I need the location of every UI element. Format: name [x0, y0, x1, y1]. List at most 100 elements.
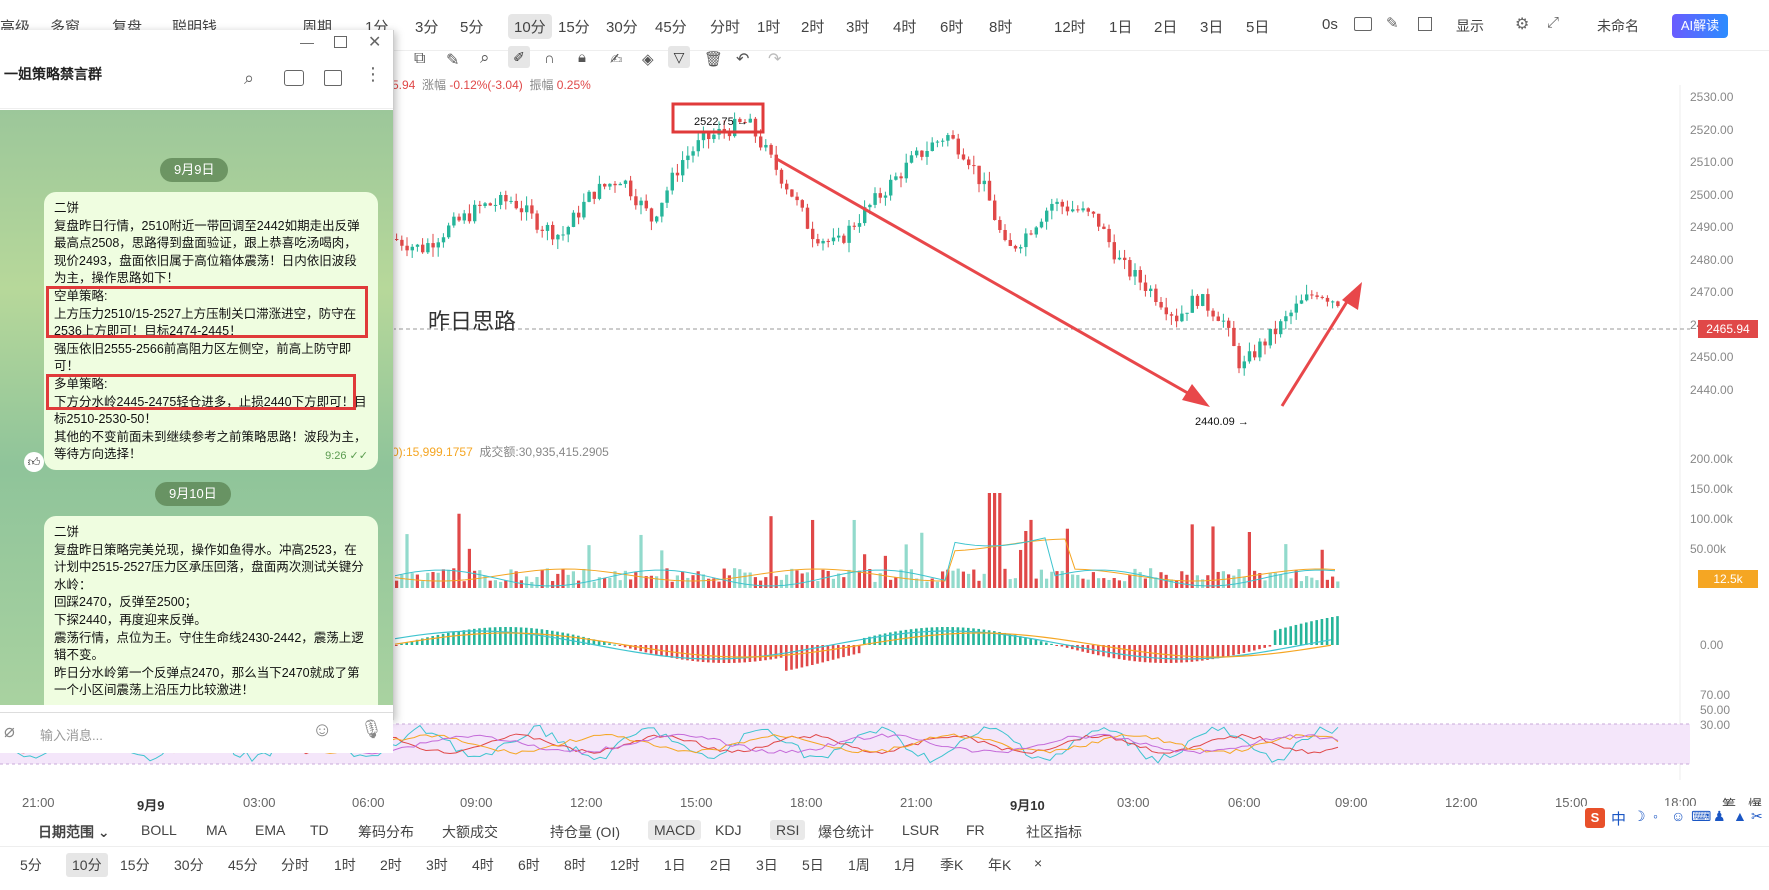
- period-11[interactable]: 8时: [564, 857, 586, 873]
- indicator-13[interactable]: 社区指标: [1026, 824, 1082, 840]
- chat-more-icon[interactable]: ⋮: [364, 64, 382, 84]
- indicator-7[interactable]: MACD: [648, 820, 702, 840]
- indicator-9[interactable]: RSI: [770, 820, 806, 840]
- indicator-2[interactable]: EMA: [255, 822, 286, 838]
- attach-icon[interactable]: ⌀: [4, 721, 15, 741]
- period-12[interactable]: 12时: [610, 857, 640, 873]
- period-7[interactable]: 2时: [380, 857, 402, 873]
- interval-17[interactable]: 3日: [1200, 19, 1224, 36]
- period-2[interactable]: 15分: [120, 857, 150, 873]
- brush-icon[interactable]: ✐: [508, 46, 530, 68]
- microphone-icon[interactable]: 🎙︎: [360, 719, 383, 739]
- interval-14[interactable]: 12时: [1054, 19, 1086, 36]
- edit-icon[interactable]: ✍: [610, 51, 623, 68]
- redo-icon[interactable]: ↷: [768, 51, 782, 68]
- pencil-icon[interactable]: ✎: [446, 52, 460, 69]
- chat-title[interactable]: 一姐策略禁言群: [4, 66, 102, 82]
- fullscreen-icon[interactable]: ⤢: [1547, 14, 1560, 31]
- copy-icon[interactable]: ⧉: [414, 50, 426, 67]
- indicator-10[interactable]: 爆仓统计: [818, 824, 874, 840]
- chart-annotation[interactable]: 昨日思路: [428, 309, 517, 334]
- ime-emoji-icon[interactable]: ☺: [1671, 808, 1686, 824]
- display-button[interactable]: 显示: [1456, 18, 1484, 34]
- indicator-1[interactable]: MA: [206, 822, 227, 838]
- zoom-icon[interactable]: ⌕: [480, 48, 490, 67]
- trash-icon[interactable]: 🗑︎: [704, 51, 724, 68]
- ime-skin-icon[interactable]: ♟: [1713, 808, 1726, 824]
- interval-9[interactable]: 2时: [801, 19, 825, 36]
- chat-search-icon[interactable]: ⌕: [244, 68, 255, 88]
- tag-icon[interactable]: ◈: [642, 51, 654, 68]
- minimize-icon[interactable]: —: [300, 34, 314, 50]
- pen-icon[interactable]: ✎: [1386, 15, 1399, 32]
- period-5[interactable]: 分时: [281, 857, 309, 873]
- interval-18[interactable]: 5日: [1246, 19, 1270, 36]
- interval-8[interactable]: 1时: [757, 19, 781, 36]
- ai-interpret-button[interactable]: AI解读: [1672, 14, 1728, 38]
- period-1[interactable]: 10分: [66, 853, 108, 877]
- indicator-4[interactable]: 筹码分布: [358, 824, 414, 840]
- period-16[interactable]: 5日: [802, 857, 824, 873]
- indicator-11[interactable]: LSUR: [902, 822, 940, 838]
- period-9[interactable]: 4时: [472, 857, 494, 873]
- period-3[interactable]: 30分: [174, 857, 204, 873]
- period-0[interactable]: 5分: [20, 857, 42, 873]
- ime-shirt-icon[interactable]: ▲: [1733, 808, 1747, 824]
- interval-16[interactable]: 2日: [1154, 19, 1178, 36]
- period-6[interactable]: 1时: [334, 857, 356, 873]
- period-4[interactable]: 45分: [228, 857, 258, 873]
- period-14[interactable]: 2日: [710, 857, 732, 873]
- period-15[interactable]: 3日: [756, 857, 778, 873]
- interval-7[interactable]: 分时: [710, 19, 741, 36]
- indicator-6[interactable]: 持仓量 (OI): [550, 824, 620, 840]
- interval-11[interactable]: 4时: [893, 19, 917, 36]
- interval-12[interactable]: 6时: [940, 19, 964, 36]
- chat-messages[interactable]: 9月9日 二饼 复盘昨日行情，2510附近一带回调至2442如期走出反弹最高点2…: [0, 110, 393, 705]
- interval-6[interactable]: 45分: [655, 19, 687, 36]
- period-19[interactable]: 季K: [940, 857, 964, 873]
- interval-2[interactable]: 5分: [460, 19, 484, 36]
- ime-keyboard-icon[interactable]: ⌨: [1691, 808, 1712, 824]
- indicator-0[interactable]: BOLL: [141, 822, 177, 838]
- interval-13[interactable]: 8时: [989, 19, 1013, 36]
- interval-15[interactable]: 1日: [1109, 19, 1133, 36]
- ime-mode[interactable]: 中: [1611, 811, 1627, 828]
- magnet-icon[interactable]: ∩: [544, 50, 555, 67]
- date-range-dropdown[interactable]: 日期范围 ⌄: [38, 824, 110, 840]
- interval-3[interactable]: 10分: [508, 14, 552, 39]
- undo-icon[interactable]: ↶: [736, 51, 750, 68]
- lock-icon[interactable]: 🔒︎: [578, 49, 586, 66]
- emoji-icon[interactable]: ☺: [312, 719, 333, 741]
- chat-sidebar-icon[interactable]: [324, 70, 342, 86]
- filter-icon[interactable]: ▽: [668, 46, 690, 68]
- indicator-3[interactable]: TD: [310, 822, 329, 838]
- camera-icon[interactable]: [1354, 17, 1372, 31]
- message-bubble[interactable]: 二饼 复盘昨日行情，2510附近一带回调至2442如期走出反弹最高点2508，思…: [44, 192, 378, 470]
- ime-dot-icon[interactable]: ◦: [1653, 808, 1658, 824]
- indicator-5[interactable]: 大额成交: [442, 824, 498, 840]
- period-21[interactable]: ×: [1034, 855, 1043, 871]
- indicator-12[interactable]: FR: [966, 822, 985, 838]
- close-icon[interactable]: ✕: [368, 34, 382, 51]
- period-17[interactable]: 1周: [848, 857, 870, 873]
- ime-toolbar[interactable]: S 中 ☽ ◦ ☺ ⌨ ♟ ▲ ✂: [1583, 806, 1769, 830]
- interval-5[interactable]: 30分: [606, 19, 638, 36]
- period-20[interactable]: 年K: [988, 857, 1012, 873]
- interval-10[interactable]: 3时: [846, 19, 870, 36]
- indicator-8[interactable]: KDJ: [715, 822, 742, 838]
- period-13[interactable]: 1日: [664, 857, 686, 873]
- period-10[interactable]: 6时: [518, 857, 540, 873]
- message-bubble[interactable]: 二饼 复盘昨日策略完美兑现，操作如鱼得水。冲高2523，在计划中2515-252…: [44, 516, 378, 705]
- interval-4[interactable]: 15分: [558, 19, 590, 36]
- ime-moon-icon[interactable]: ☽: [1633, 808, 1646, 824]
- interval-1[interactable]: 3分: [415, 19, 439, 36]
- period-8[interactable]: 3时: [426, 857, 448, 873]
- reaction-icon[interactable]: 👍︎: [24, 452, 44, 472]
- ime-tools-icon[interactable]: ✂: [1751, 808, 1763, 824]
- maximize-icon[interactable]: [334, 36, 347, 48]
- share-icon[interactable]: [1418, 17, 1432, 31]
- layout-name[interactable]: 未命名: [1597, 18, 1639, 34]
- period-18[interactable]: 1月: [894, 857, 916, 873]
- message-input[interactable]: 输入消息...: [40, 728, 103, 743]
- settings-icon[interactable]: ⚙: [1515, 16, 1530, 33]
